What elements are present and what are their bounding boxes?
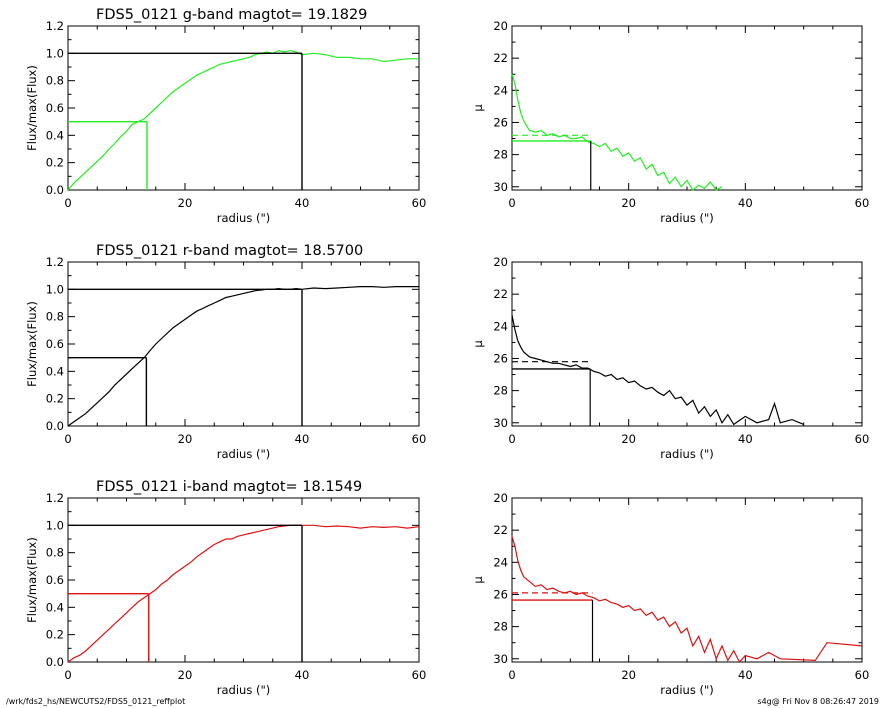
x-tick-label: 20 [178, 668, 193, 682]
x-tick-label: 20 [178, 196, 193, 210]
x-tick-label: 0 [508, 432, 515, 446]
y-tick-label: 0.6 [46, 101, 64, 115]
y-tick-label: 0.2 [46, 156, 64, 170]
y-tick-label: 24 [493, 555, 508, 569]
x-axis-label: radius (") [660, 447, 713, 461]
y-tick-label: 0.4 [46, 128, 64, 142]
x-tick-label: 0 [64, 668, 71, 682]
y-tick-label: 26 [493, 351, 508, 365]
x-tick-label: 40 [738, 432, 753, 446]
y-tick-label: 20 [493, 255, 508, 269]
x-tick-label: 40 [738, 668, 753, 682]
y-tick-label: 22 [493, 287, 508, 301]
y-tick-label: 1.2 [46, 255, 64, 269]
footer-right-text: s4g@ Fri Nov 8 08:26:47 2019 [757, 697, 879, 706]
y-tick-label: 20 [493, 19, 508, 33]
y-tick-label: 28 [493, 384, 508, 398]
y-tick-label: 0.8 [46, 74, 64, 88]
footer-left-text: /wrk/fds2_hs/NEWCUTS2/FDS5_0121_reffplot [6, 697, 185, 706]
x-axis-label: radius (") [217, 683, 270, 697]
y-tick-label: 30 [493, 416, 508, 430]
y-tick-label: 24 [493, 319, 508, 333]
y-tick-label: 0.6 [46, 337, 64, 351]
y-tick-label: 0.4 [46, 364, 64, 378]
y-tick-label: 0.0 [46, 183, 64, 197]
y-tick-label: 1.2 [46, 491, 64, 505]
profile-series-line [511, 536, 863, 664]
x-tick-label: 20 [621, 432, 636, 446]
y-tick-label: 0.6 [46, 573, 64, 587]
x-tick-label: 0 [508, 196, 515, 210]
profile-series-line [511, 314, 804, 426]
x-tick-label: 0 [64, 196, 71, 210]
y-tick-label: 1.0 [46, 518, 64, 532]
y-tick-label: 28 [493, 148, 508, 162]
y-tick-label: 28 [493, 620, 508, 634]
panel-r-sb-profile: 0 20 40 60 20 22 24 26 28 30 radius (") μ [471, 255, 869, 461]
x-tick-label: 40 [295, 668, 310, 682]
x-tick-label: 60 [855, 432, 870, 446]
x-tick-label: 60 [412, 432, 427, 446]
y-axis-label: Flux/max(Flux) [25, 537, 39, 623]
y-tick-label: 22 [493, 51, 508, 65]
plot-frame [511, 497, 863, 663]
x-tick-label: 60 [412, 668, 427, 682]
profile-series-line [511, 74, 723, 191]
x-tick-label: 0 [64, 432, 71, 446]
x-tick-label: 20 [178, 432, 193, 446]
x-tick-label: 40 [738, 196, 753, 210]
panel-title: FDS5_0121 i-band magtot= 18.1549 [96, 479, 362, 495]
panel-i-sb-profile: 0 20 40 60 20 22 24 26 28 30 radius (") μ [471, 491, 869, 697]
x-axis-label: radius (") [660, 211, 713, 225]
plot-frame [511, 261, 863, 427]
x-tick-label: 40 [295, 432, 310, 446]
panel-title: FDS5_0121 r-band magtot= 18.5700 [96, 243, 363, 259]
y-axis-label: μ [471, 576, 485, 584]
y-axis-label: Flux/max(Flux) [25, 301, 39, 387]
panel-g-growth-curve: 0 20 40 60 0.0 0.2 0.4 0.6 0.8 1.0 1.2 radius (") Fl… [25, 7, 426, 225]
panel-title: FDS5_0121 g-band magtot= 19.1829 [96, 7, 367, 23]
y-tick-label: 0.0 [46, 655, 64, 669]
x-axis-label: radius (") [217, 211, 270, 225]
profile-series-line [67, 286, 419, 427]
y-tick-label: 30 [493, 652, 508, 666]
plot-frame [67, 497, 420, 663]
y-tick-label: 0.8 [46, 546, 64, 560]
panel-r-growth-curve: 0 20 40 60 0.0 0.2 0.4 0.6 0.8 1.0 1.2 radius (") Fl… [25, 243, 426, 461]
x-tick-label: 0 [508, 668, 515, 682]
x-tick-label: 20 [621, 668, 636, 682]
x-axis-label: radius (") [660, 683, 713, 697]
y-tick-label: 26 [493, 115, 508, 129]
panel-i-growth-curve: 0 20 40 60 0.0 0.2 0.4 0.6 0.8 1.0 1.2 radius (") Fl… [25, 479, 426, 697]
y-tick-label: 1.0 [46, 282, 64, 296]
y-tick-label: 0.2 [46, 628, 64, 642]
x-tick-label: 60 [412, 196, 427, 210]
x-tick-label: 60 [855, 668, 870, 682]
x-tick-label: 20 [621, 196, 636, 210]
y-tick-label: 20 [493, 491, 508, 505]
y-tick-label: 30 [493, 180, 508, 194]
y-tick-label: 1.2 [46, 19, 64, 33]
y-tick-label: 1.0 [46, 46, 64, 60]
y-tick-label: 0.4 [46, 600, 64, 614]
panel-g-sb-profile: 0 20 40 60 20 22 24 26 28 30 radius (") μ [471, 19, 869, 225]
y-tick-label: 26 [493, 587, 508, 601]
x-tick-label: 40 [295, 196, 310, 210]
y-tick-label: 22 [493, 523, 508, 537]
y-tick-label: 0.8 [46, 310, 64, 324]
plot-frame [511, 25, 863, 191]
y-tick-label: 0.2 [46, 392, 64, 406]
y-axis-label: μ [471, 340, 485, 348]
y-axis-label: Flux/max(Flux) [25, 65, 39, 151]
plot-frame [67, 25, 420, 191]
x-axis-label: radius (") [217, 447, 270, 461]
y-tick-label: 24 [493, 83, 508, 97]
x-tick-label: 60 [855, 196, 870, 210]
y-axis-label: μ [471, 104, 485, 112]
profile-series-line [67, 49, 419, 191]
profile-series-line [67, 524, 420, 663]
y-tick-label: 0.0 [46, 419, 64, 433]
